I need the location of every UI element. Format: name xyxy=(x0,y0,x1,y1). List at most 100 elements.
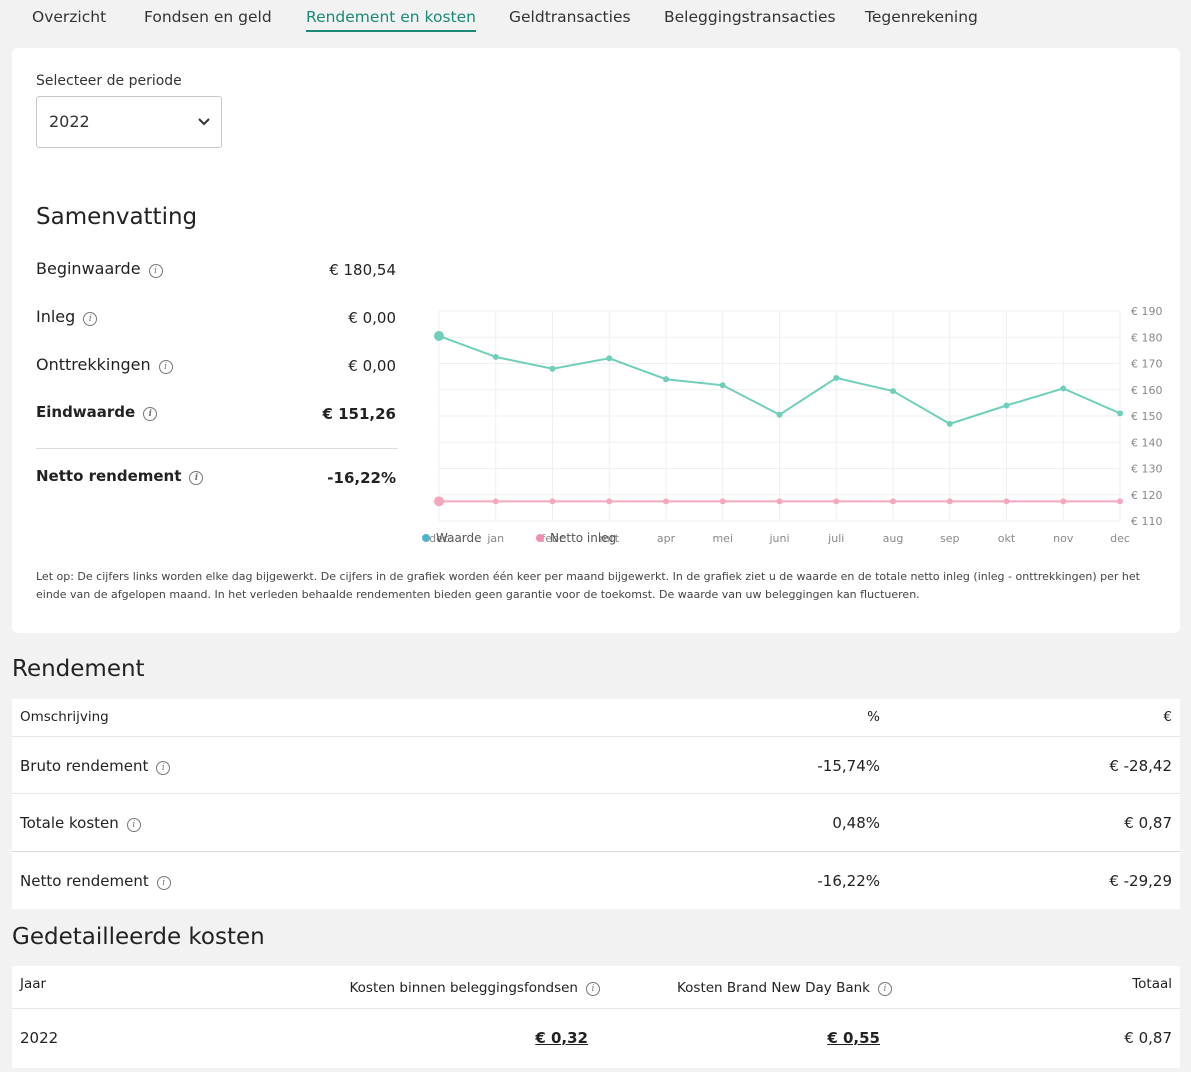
summary-value: € 0,00 xyxy=(348,309,396,327)
info-icon[interactable]: i xyxy=(156,761,171,775)
summary-divider xyxy=(36,448,398,449)
summary-card: Selecteer de periode 2022 Samenvatting B… xyxy=(12,48,1180,633)
summary-row-inleg: Inleg i € 0,00 xyxy=(36,304,396,332)
kosten-title: Gedetailleerde kosten xyxy=(12,924,265,950)
data-point xyxy=(946,498,953,505)
row-euro: € 0,87 xyxy=(1124,814,1172,832)
data-point xyxy=(890,498,896,505)
tab-geldtransacties[interactable]: Geldtransacties xyxy=(509,8,631,26)
row-euro: € -29,29 xyxy=(1109,872,1172,890)
legend-label: Netto inleg xyxy=(550,531,617,545)
data-point xyxy=(1117,410,1123,417)
summary-label: Netto rendement xyxy=(36,467,182,485)
data-point xyxy=(1060,385,1067,392)
row-percent: -15,74% xyxy=(817,757,880,775)
tab-bar: Overzicht Fondsen en geld Rendement en k… xyxy=(0,0,1191,40)
summary-row-netto-rendement: Netto rendement i -16,22% xyxy=(36,464,396,492)
info-icon[interactable]: i xyxy=(158,360,173,374)
summary-value: € 180,54 xyxy=(329,261,396,279)
info-icon[interactable]: i xyxy=(156,876,171,890)
x-tick-label: mei xyxy=(712,532,733,545)
period-select[interactable]: 2022 xyxy=(36,96,222,148)
table-header-row: Omschrijving % € xyxy=(12,699,1180,737)
data-point xyxy=(492,353,499,360)
legend-dot xyxy=(422,534,430,542)
x-tick-label: mrt xyxy=(599,532,619,545)
x-tick-label: apr xyxy=(657,532,676,545)
tab-overzicht[interactable]: Overzicht xyxy=(32,8,107,26)
summary-value: € 151,26 xyxy=(322,405,396,423)
data-point xyxy=(492,498,499,505)
kosten-bank-link[interactable]: € 0,55 xyxy=(827,1029,880,1047)
y-tick-label: € 130 xyxy=(1131,463,1163,476)
legend-item-netto-inleg[interactable]: Netto inleg xyxy=(536,531,616,545)
data-point xyxy=(434,330,444,341)
data-point xyxy=(776,411,783,418)
x-tick-label: juni xyxy=(768,532,789,545)
x-tick-label: jan xyxy=(486,532,504,545)
x-tick-label: sep xyxy=(940,532,959,545)
x-tick-label: okt xyxy=(998,532,1016,545)
data-point xyxy=(890,388,896,395)
y-tick-label: € 150 xyxy=(1131,410,1163,423)
y-tick-label: € 140 xyxy=(1131,436,1163,449)
data-point xyxy=(663,498,669,505)
info-icon[interactable]: i xyxy=(143,407,158,421)
x-tick-label: aug xyxy=(883,532,904,545)
row-label: Netto rendement xyxy=(20,872,149,890)
summary-row-onttrekkingen: Onttrekkingen i € 0,00 xyxy=(36,352,396,380)
info-icon[interactable]: i xyxy=(189,471,204,485)
column-header-bank: Kosten Brand New Day Bank xyxy=(676,980,870,996)
info-icon[interactable]: i xyxy=(148,264,163,278)
summary-label: Inleg xyxy=(36,307,76,326)
info-icon[interactable]: i xyxy=(586,982,600,996)
info-icon[interactable]: i xyxy=(126,818,141,832)
tab-rendement-en-kosten[interactable]: Rendement en kosten xyxy=(306,8,476,32)
table-row: Totale kosten i 0,48% € 0,87 xyxy=(12,794,1180,852)
row-label: Bruto rendement xyxy=(20,757,149,775)
column-header-totaal: Totaal xyxy=(1132,976,1172,992)
y-tick-label: € 190 xyxy=(1131,305,1163,318)
summary-label: Beginwaarde xyxy=(36,259,141,278)
tab-tegenrekening[interactable]: Tegenrekening xyxy=(865,8,978,26)
summary-value: € 0,00 xyxy=(348,357,396,375)
row-percent: 0,48% xyxy=(832,814,880,832)
x-tick-label: febr xyxy=(541,532,564,545)
data-point xyxy=(1117,498,1123,505)
table-header-row: Jaar Kosten binnen beleggingsfondsen i Ko… xyxy=(12,966,1180,1009)
data-point xyxy=(946,420,953,427)
data-point xyxy=(1003,402,1010,409)
summary-row-eindwaarde: Eindwaarde i € 151,26 xyxy=(36,400,396,428)
tab-fondsen-en-geld[interactable]: Fondsen en geld xyxy=(144,8,272,26)
legend-item-waarde[interactable]: Waarde xyxy=(422,531,482,545)
chevron-down-icon xyxy=(198,118,210,126)
data-point xyxy=(719,498,726,505)
legend-dot xyxy=(536,534,544,542)
tab-beleggingstransacties[interactable]: Beleggingstransacties xyxy=(664,8,836,26)
y-tick-label: € 120 xyxy=(1131,489,1163,502)
summary-label: Onttrekkingen xyxy=(36,355,151,374)
info-icon[interactable]: i xyxy=(878,982,892,996)
row-percent: -16,22% xyxy=(817,872,880,890)
rendement-table: Omschrijving % € Bruto rendement i -15,74… xyxy=(12,699,1180,909)
kosten-fondsen-link[interactable]: € 0,32 xyxy=(535,1029,588,1047)
y-tick-label: € 170 xyxy=(1131,358,1163,371)
x-tick-label: nov xyxy=(1053,532,1074,545)
y-tick-label: € 160 xyxy=(1131,384,1163,397)
value-chart: € 190 € 180 € 170 € 160 € 150 € 140 € 130 € 120… xyxy=(429,305,1163,545)
summary-value: -16,22% xyxy=(327,469,396,487)
data-point xyxy=(663,376,669,383)
table-row: Netto rendement i -16,22% € -29,29 xyxy=(12,852,1180,909)
disclaimer-note: Let op: De cijfers links worden elke dag… xyxy=(36,570,1140,601)
column-header-omschrijving: Omschrijving xyxy=(20,709,109,725)
table-row: Bruto rendement i -15,74% € -28,42 xyxy=(12,737,1180,794)
y-tick-label: € 110 xyxy=(1131,515,1163,528)
period-label: Selecteer de periode xyxy=(36,73,182,89)
period-select-value: 2022 xyxy=(49,112,90,131)
column-header-jaar: Jaar xyxy=(20,976,47,992)
info-icon[interactable]: i xyxy=(83,312,98,326)
x-tick-label: dec xyxy=(429,532,449,545)
summary-row-beginwaarde: Beginwaarde i € 180,54 xyxy=(36,256,396,284)
row-euro: € -28,42 xyxy=(1109,757,1172,775)
data-point xyxy=(549,365,556,372)
